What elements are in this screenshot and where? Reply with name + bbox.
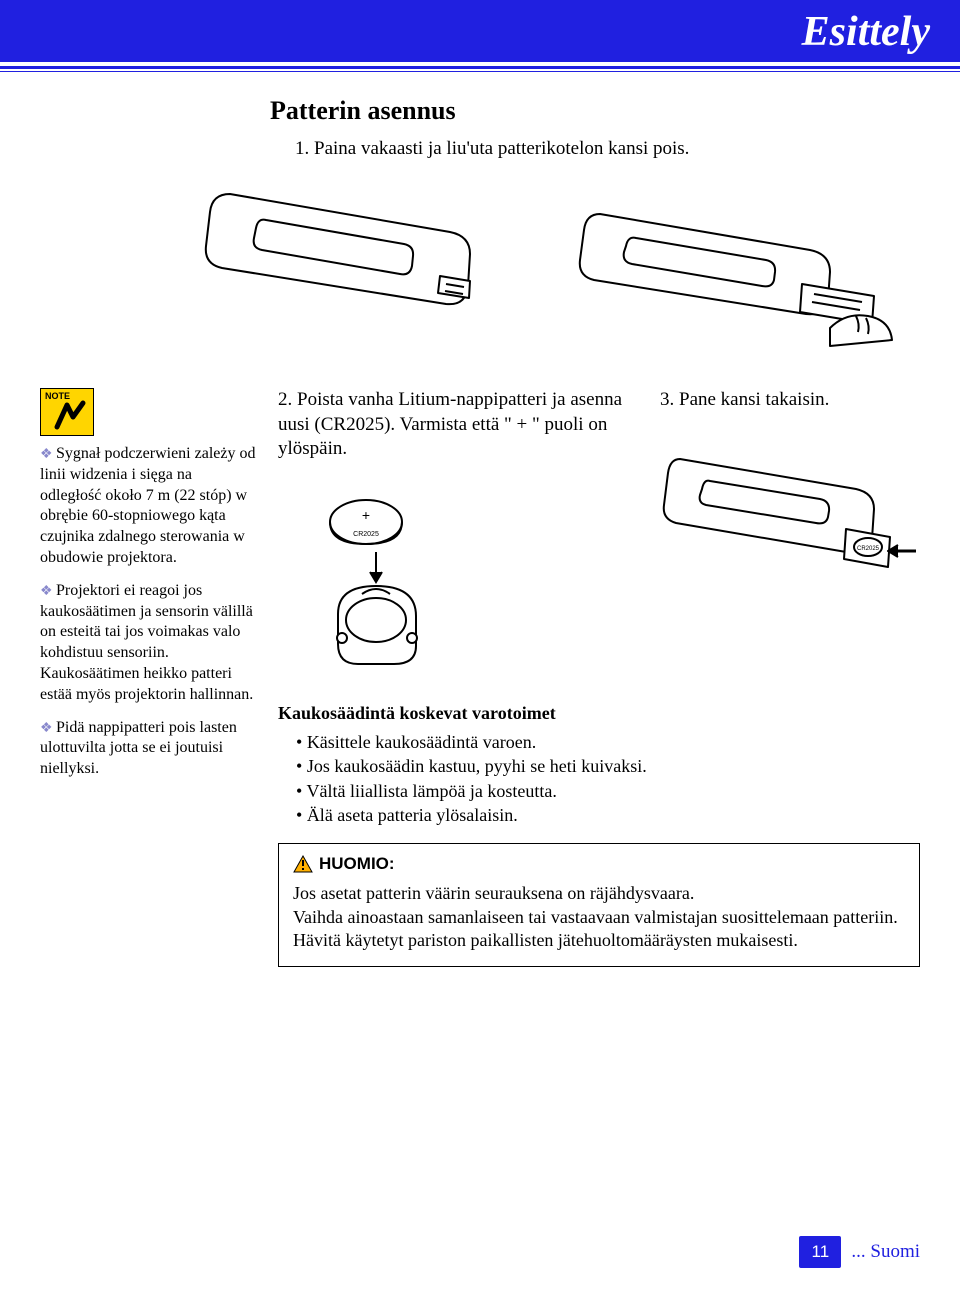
warning-head: HUOMIO:	[293, 854, 905, 874]
step2-col: 2. Poista vanha Litium-nappipatteri ja a…	[278, 388, 650, 701]
note-icon: NOTE	[40, 388, 94, 436]
precautions-list: Käsittele kaukosäädintä varoen. Jos kauk…	[278, 730, 920, 827]
side-column: NOTE ❖Sygnał podczerwieni zależy od lini…	[40, 388, 256, 967]
warning-line: Vaihda ainoastaan samanlaiseen tai vasta…	[293, 906, 905, 929]
precaution-item: Jos kaukosäädin kastuu, pyyhi se heti ku…	[296, 754, 920, 778]
precaution-item: Älä aseta patteria ylösalaisin.	[296, 803, 920, 827]
page-footer: 11 ... Suomi	[799, 1236, 920, 1268]
warning-triangle-icon	[293, 855, 313, 873]
top-banner: Esittely	[0, 0, 960, 62]
battery-label: CR2025	[353, 531, 379, 538]
columns: NOTE ❖Sygnał podczerwieni zależy od lini…	[40, 388, 920, 967]
banner-title: Esittely	[802, 9, 930, 55]
main-column: 2. Poista vanha Litium-nappipatteri ja a…	[278, 388, 920, 967]
page-number-badge: 11	[799, 1236, 841, 1268]
page: Esittely Patterin asennus 1. Paina vakaa…	[0, 0, 960, 1292]
precaution-item: Käsittele kaukosäädintä varoen.	[296, 730, 920, 754]
warning-line: Hävitä käytetyt pariston paikallisten jä…	[293, 929, 905, 952]
side-note-3: ❖Pidä nappipatteri pois lasten ulottuvil…	[40, 718, 256, 780]
svg-text:CR2025: CR2025	[857, 546, 880, 552]
diamond-bullet-icon: ❖	[40, 720, 52, 738]
step3-col: 3. Pane kansi takaisin. CR2025	[660, 388, 920, 701]
remote-illustration-open	[570, 176, 910, 356]
intro-step: 1. Paina vakaasti ja liu'uta patterikote…	[295, 138, 920, 160]
precaution-item: Vältä liiallista lämpöä ja kosteutta.	[296, 779, 920, 803]
svg-text:+: +	[362, 507, 370, 523]
warning-box: HUOMIO: Jos asetat patterin väärin seura…	[278, 843, 920, 967]
footer-language: ... Suomi	[851, 1241, 920, 1263]
side-note-1: ❖Sygnał podczerwieni zależy od linii wid…	[40, 444, 256, 569]
remote-illustration-closed	[170, 176, 510, 356]
section-title: Patterin asennus	[270, 96, 920, 126]
step-3: 3. Pane kansi takaisin.	[660, 388, 920, 413]
side-note-2: ❖Projektori ei reagoi jos kaukosäätimen …	[40, 581, 256, 706]
sub-columns: 2. Poista vanha Litium-nappipatteri ja a…	[278, 388, 920, 701]
remote-cover-illustration: CR2025	[660, 423, 920, 613]
content: Patterin asennus 1. Paina vakaasti ja li…	[0, 72, 960, 967]
diamond-bullet-icon: ❖	[40, 446, 52, 464]
diamond-bullet-icon: ❖	[40, 583, 52, 601]
precautions-heading: Kaukosäädintä koskevat varotoimet	[278, 703, 920, 724]
step-2: 2. Poista vanha Litium-nappipatteri ja a…	[278, 388, 650, 462]
warning-line: Jos asetat patterin väärin seurauksena o…	[293, 882, 905, 905]
illustration-row-1	[160, 176, 920, 356]
battery-install-illustration: + CR2025	[308, 486, 458, 676]
precautions: Kaukosäädintä koskevat varotoimet Käsitt…	[278, 703, 920, 827]
warning-label: HUOMIO:	[319, 854, 395, 874]
